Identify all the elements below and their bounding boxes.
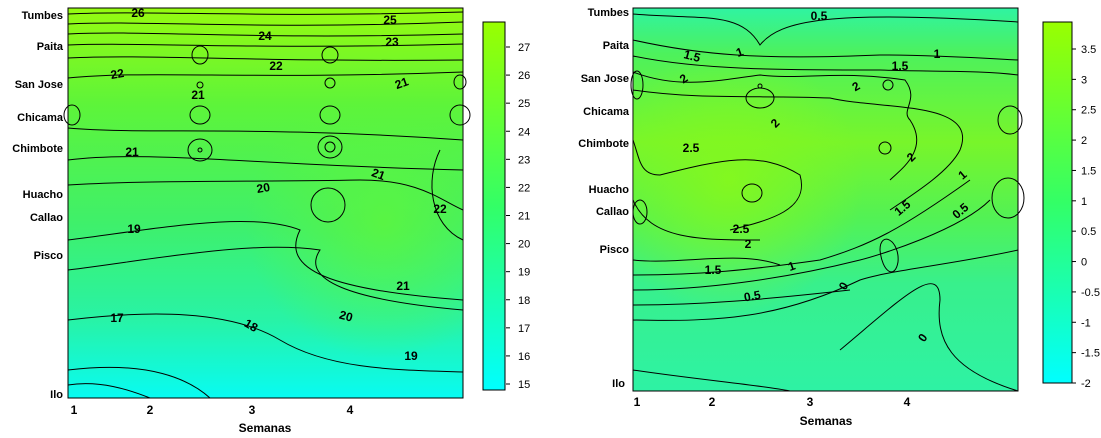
y-tick-label: Callao: [30, 212, 63, 224]
contour-label: 18: [242, 316, 261, 335]
contour-label: 19: [127, 222, 141, 236]
x-tick-label: 3: [249, 403, 256, 417]
contour-label: 21: [370, 165, 388, 183]
right-y-ticks: Tumbes Paita San Jose Chicama Chimbote H…: [578, 7, 630, 390]
contour-label: 23: [385, 35, 399, 49]
y-tick-label: Pisco: [34, 250, 64, 262]
y-tick-label: Pisco: [600, 244, 630, 256]
contour-label: 1: [734, 44, 745, 60]
right-warm-patch: [633, 8, 1018, 391]
contour-label: 0.5: [811, 9, 828, 23]
colorbar-tick-label: 17: [518, 323, 530, 335]
left-y-ticks: Tumbes Paita San Jose Chicama Chimbote H…: [12, 10, 64, 401]
colorbar-tick-label: 16: [518, 351, 530, 363]
y-tick-label: Chicama: [583, 106, 630, 118]
colorbar-tick-label: 25: [518, 98, 530, 110]
left-contour-lines: [63, 11, 471, 399]
contour-label: 20: [338, 308, 355, 325]
contour-label: 1.5: [682, 47, 702, 65]
x-axis-title: Semanas: [800, 414, 853, 428]
x-tick-label: 1: [634, 395, 641, 409]
contour-label: 2: [745, 237, 752, 251]
colorbar-tick-label: 2: [1081, 135, 1087, 147]
left-colorbar-ticks: 27 26 25 24 23 22 21 20 19 18 17 16 15: [506, 42, 530, 391]
colorbar-tick-label: 22: [518, 182, 530, 194]
colorbar-tick-label: 19: [518, 267, 530, 279]
contour-label: 2.5: [683, 141, 700, 155]
y-tick-label: San Jose: [581, 73, 629, 85]
colorbar-tick-label: 3: [1081, 74, 1087, 86]
left-x-ticks: 1 2 3 4: [71, 403, 354, 417]
x-tick-label: 2: [709, 395, 716, 409]
contour-label: 21: [191, 88, 205, 102]
colorbar-tick-label: 2.5: [1081, 105, 1096, 117]
y-tick-label: Huacho: [589, 184, 630, 196]
y-tick-label: Paita: [37, 41, 64, 53]
contour-label: 21: [125, 145, 139, 159]
left-contour-labels: 26 25 24 23 22 22 21 21 21 21 20 22 19 21 17 18 20 19: [110, 6, 447, 363]
colorbar-tick-label: 23: [518, 154, 530, 166]
y-tick-label: Ilo: [50, 389, 63, 401]
y-tick-label: Paita: [603, 40, 630, 52]
x-tick-label: 4: [904, 395, 911, 409]
left-colorbar: [482, 21, 506, 391]
colorbar-tick-label: 1: [1081, 196, 1087, 208]
x-tick-label: 2: [147, 403, 154, 417]
colorbar-tick-label: 20: [518, 239, 530, 251]
y-tick-label: Tumbes: [588, 7, 629, 19]
contour-label: 19: [404, 349, 418, 363]
right-colorbar: [1042, 21, 1073, 384]
y-tick-label: Chimbote: [12, 143, 63, 155]
colorbar-tick-label: 26: [518, 70, 530, 82]
contour-label: 20: [256, 180, 272, 196]
x-tick-label: 3: [807, 395, 814, 409]
contour-label: 21: [393, 74, 411, 92]
colorbar-tick-label: 0.5: [1081, 226, 1096, 238]
contour-label: 21: [396, 279, 410, 293]
contour-label: 26: [131, 6, 145, 20]
right-x-ticks: 1 2 3 4: [634, 395, 911, 409]
contour-label: 24: [258, 29, 272, 43]
colorbar-tick-label: -1.5: [1081, 348, 1100, 360]
colorbar-tick-label: 21: [518, 211, 530, 223]
colorbar-tick-label: 1.5: [1081, 165, 1096, 177]
contour-label: 1.5: [892, 59, 909, 73]
left-warm-patch: [68, 8, 463, 398]
colorbar-tick-label: 27: [518, 42, 530, 54]
contour-label: 1: [786, 258, 797, 274]
contour-label: 1: [934, 47, 941, 61]
y-tick-label: San Jose: [15, 79, 63, 91]
contour-label: 22: [269, 59, 283, 73]
contour-label: 22: [110, 66, 126, 82]
contour-label: 2.5: [733, 222, 750, 236]
colorbar-tick-label: 24: [518, 126, 530, 138]
right-contour-lines: [630, 13, 1025, 392]
y-tick-label: Huacho: [23, 189, 64, 201]
x-axis-title: Semanas: [239, 421, 292, 435]
contour-label: 22: [433, 202, 447, 216]
contour-label: 17: [110, 311, 124, 325]
y-tick-label: Ilo: [612, 378, 625, 390]
y-tick-label: Chicama: [17, 112, 64, 124]
colorbar-tick-label: -1: [1081, 317, 1091, 329]
x-tick-label: 1: [71, 403, 78, 417]
colorbar-tick-label: 18: [518, 295, 530, 307]
right-colorbar-ticks: 3.5 3 2.5 2 1.5 1 0.5 0 -0.5 -1 -1.5 -2: [1072, 44, 1100, 390]
x-tick-label: 4: [347, 403, 354, 417]
colorbar-tick-label: 15: [518, 379, 530, 391]
contour-label: 25: [383, 13, 397, 27]
contour-label: 0.5: [743, 288, 762, 305]
colorbar-tick-label: -0.5: [1081, 287, 1100, 299]
colorbar-tick-label: 3.5: [1081, 44, 1096, 56]
y-tick-label: Tumbes: [22, 10, 63, 22]
y-tick-label: Callao: [596, 206, 629, 218]
contour-label: 1.5: [705, 263, 722, 277]
colorbar-tick-label: -2: [1081, 378, 1091, 390]
y-tick-label: Chimbote: [578, 138, 629, 150]
colorbar-tick-label: 0: [1081, 257, 1087, 269]
